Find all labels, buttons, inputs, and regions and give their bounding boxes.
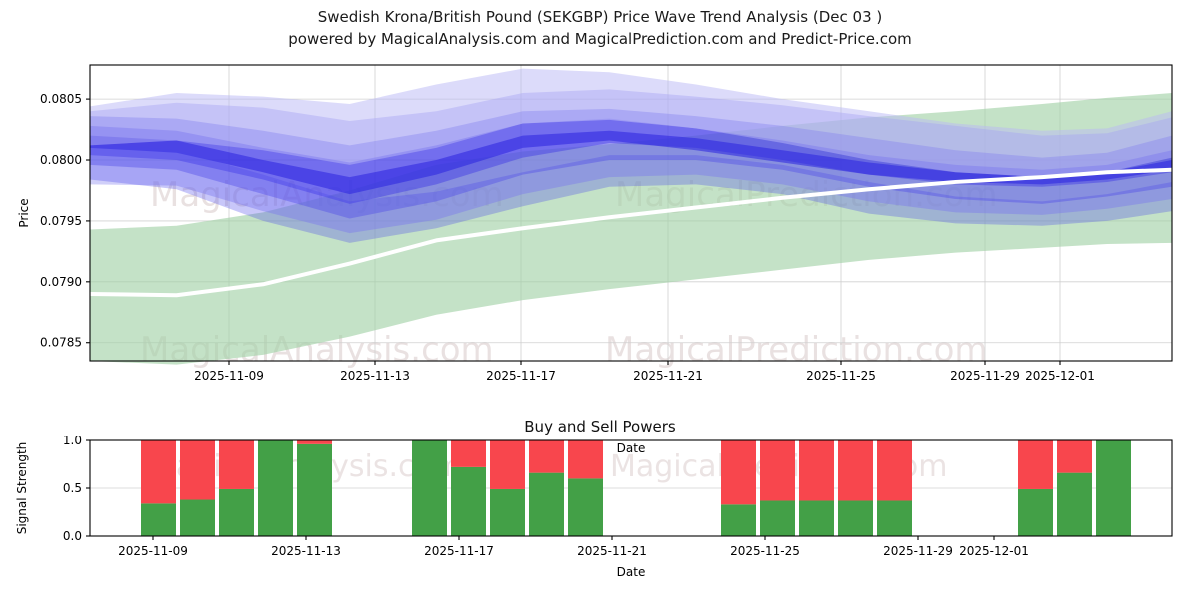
x-tick-label: 2025-11-21 [633, 369, 703, 383]
x-tick-label: 2025-11-25 [806, 369, 876, 383]
buy-power-bar [297, 443, 332, 536]
sell-power-bar [838, 440, 873, 501]
buy-power-bar [529, 472, 564, 536]
y-tick-label: 0.0795 [40, 214, 82, 228]
buy-power-bar [451, 466, 486, 536]
bar-y-axis-label: Signal Strength [15, 442, 29, 535]
x-tick-label: 2025-12-01 [1025, 369, 1095, 383]
main-x-axis-label: Date [617, 441, 646, 455]
buy-power-bar [799, 500, 834, 536]
bar-x-axis-label: Date [617, 565, 646, 579]
x-tick-label: 2025-11-09 [118, 544, 188, 558]
bar-chart-x-ticks: 2025-11-09 2025-11-13 2025-11-17 2025-11-21… [118, 536, 1029, 558]
main-chart-y-ticks: 0.0785 0.0790 0.0795 0.0800 0.0805 [40, 92, 90, 350]
x-tick-label: 2025-11-17 [486, 369, 556, 383]
sell-power-bar [529, 440, 564, 473]
sell-power-bar [490, 440, 525, 489]
x-tick-label: 2025-11-13 [271, 544, 341, 558]
x-tick-label: 2025-11-25 [730, 544, 800, 558]
blue-lower-tail-band [90, 142, 1172, 243]
main-chart-frame [89, 64, 1173, 362]
sell-power-bar [721, 440, 756, 505]
bar-chart-bars [141, 440, 1131, 536]
bar-chart-y-ticks: 0.0 0.5 1.0 [63, 436, 90, 543]
page-title-line2: powered by MagicalAnalysis.com and Magic… [288, 30, 912, 48]
sell-power-bar [568, 440, 603, 479]
x-tick-label: 2025-11-09 [194, 369, 264, 383]
buy-power-bar [180, 499, 215, 536]
sell-power-bar [451, 440, 486, 467]
y-tick-label: 0.5 [63, 481, 82, 495]
buy-power-bar [219, 488, 254, 536]
x-tick-label: 2025-11-21 [577, 544, 647, 558]
x-tick-label: 2025-11-29 [883, 544, 953, 558]
y-tick-label: 0.0785 [40, 336, 82, 350]
buy-power-bar [877, 500, 912, 536]
sell-power-bar [877, 440, 912, 501]
buy-power-bar [721, 504, 756, 536]
buy-power-bar [412, 440, 447, 536]
x-tick-label: 2025-12-01 [959, 544, 1029, 558]
sell-power-bar [1057, 440, 1092, 473]
price-wave-chart: MagicalAnalysis.comMagicalPrediction.com… [17, 64, 1173, 455]
x-tick-label: 2025-11-17 [424, 544, 494, 558]
buy-power-bar [1096, 440, 1131, 536]
buy-power-bar [490, 488, 525, 536]
buy-sell-powers-chart: MagicalAnalysis.comMagicalPrediction.com… [15, 436, 1173, 579]
buy-power-bar [568, 478, 603, 536]
y-tick-label: 1.0 [63, 436, 82, 447]
blue-pale-halo-band [90, 68, 1172, 178]
sell-power-bar [1018, 440, 1053, 489]
main-chart-x-ticks: 2025-11-09 2025-11-13 2025-11-17 2025-11-21… [194, 361, 1095, 383]
x-tick-label: 2025-11-13 [340, 369, 410, 383]
y-tick-label: 0.0800 [40, 153, 82, 167]
main-chart-centerline [89, 167, 1173, 298]
buy-power-bar [760, 500, 795, 536]
page-title-line1: Swedish Krona/British Pound (SEKGBP) Pri… [317, 8, 883, 26]
buy-power-bar [838, 500, 873, 536]
y-tick-label: 0.0790 [40, 275, 82, 289]
sell-power-bar [180, 440, 215, 500]
blue-core-band [90, 130, 1172, 195]
watermark: MagicalPrediction.com [605, 330, 988, 370]
buy-power-bar [141, 503, 176, 536]
price-centerline [89, 167, 1173, 298]
main-y-axis-label: Price [17, 198, 31, 227]
x-tick-label: 2025-11-29 [950, 369, 1020, 383]
y-tick-label: 0.0 [63, 529, 82, 543]
buy-power-bar [258, 440, 293, 536]
sell-power-bar [141, 440, 176, 504]
buy-power-bar [1018, 488, 1053, 536]
sell-power-bar [799, 440, 834, 501]
buy-power-bar [1057, 472, 1092, 536]
sell-power-bar [760, 440, 795, 501]
sell-power-bar [219, 440, 254, 489]
sell-power-bar [297, 440, 332, 444]
main-chart-bands [90, 68, 1172, 365]
y-tick-label: 0.0805 [40, 92, 82, 106]
lower-chart-subtitle: Buy and Sell Powers [524, 418, 676, 436]
